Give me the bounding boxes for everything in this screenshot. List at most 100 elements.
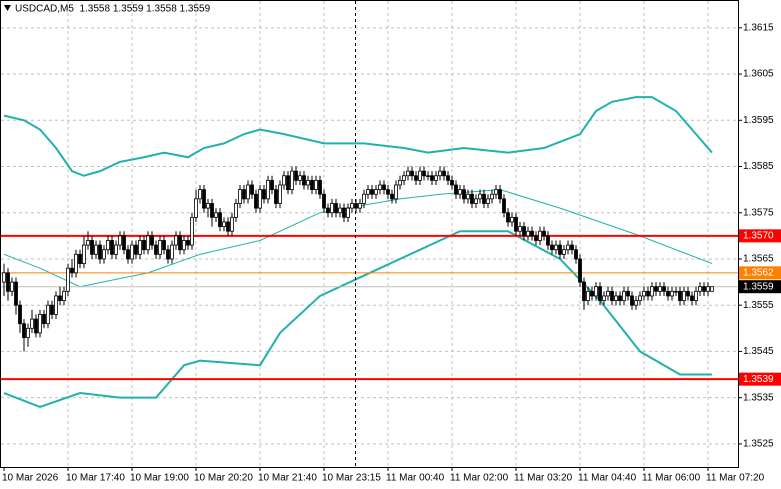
candle-body: [706, 286, 710, 292]
candle-body: [566, 244, 570, 251]
candle-body: [262, 189, 266, 200]
candle-body: [310, 179, 314, 191]
candle-body: [222, 221, 226, 228]
candle-body: [458, 189, 462, 195]
level-label: 1.3570: [743, 230, 774, 241]
candle-body: [30, 318, 34, 329]
candle-body: [82, 244, 86, 264]
candle-body: [210, 203, 214, 218]
candle-body: [86, 240, 90, 246]
candle-body: [254, 193, 258, 209]
candle-body: [194, 198, 198, 218]
y-tick-label: 1.3555: [743, 300, 774, 311]
x-tick-label: 11 Mar 04:40: [578, 473, 637, 484]
candle-body: [654, 286, 658, 292]
candle-body: [402, 175, 406, 181]
candle-body: [250, 184, 254, 195]
candle-body: [682, 290, 686, 301]
candle-body: [238, 189, 242, 204]
candle-body: [90, 240, 94, 255]
candle-body: [142, 240, 146, 251]
candle-body: [414, 175, 418, 181]
candle-body: [130, 244, 134, 260]
candle-body: [670, 290, 674, 297]
candle-body: [610, 290, 614, 301]
candle-body: [186, 240, 190, 246]
candle-body: [386, 189, 390, 195]
candle-body: [218, 212, 222, 228]
candle-body: [666, 290, 670, 297]
candle-body: [602, 295, 606, 301]
candle-body: [574, 249, 578, 260]
candle-body: [570, 244, 574, 251]
candle-body: [198, 189, 202, 200]
candle-body: [6, 272, 10, 292]
candle-body: [562, 249, 566, 255]
candle-body: [174, 235, 178, 246]
y-tick-label: 1.3535: [743, 392, 774, 403]
candle-body: [506, 212, 510, 223]
title-icon: [4, 5, 11, 11]
candle-body: [486, 198, 490, 204]
candle-body: [14, 281, 18, 306]
candle-body: [110, 240, 114, 255]
candle-body: [626, 290, 630, 297]
candle-body: [74, 253, 78, 274]
candle-body: [474, 198, 478, 204]
y-tick-label: 1.3545: [743, 346, 774, 357]
candle-body: [166, 249, 170, 260]
candle-body: [114, 244, 118, 255]
candle-body: [278, 184, 282, 204]
candle-body: [158, 240, 162, 255]
y-tick-label: 1.3595: [743, 115, 774, 126]
candle-body: [674, 290, 678, 293]
level-label: 1.3539: [743, 374, 774, 385]
level-label: 1.3562: [743, 267, 774, 278]
candle-body: [434, 175, 438, 181]
candle-body: [426, 175, 430, 177]
candle-body: [598, 286, 602, 301]
candle-body: [38, 314, 42, 334]
candle-body: [550, 244, 554, 251]
candle-body: [118, 235, 122, 246]
candle-body: [150, 235, 154, 246]
candle-body: [202, 189, 206, 209]
x-tick-label: 10 Mar 2026: [2, 473, 59, 484]
level-label-box: [739, 280, 781, 294]
candle-body: [206, 203, 210, 209]
candle-body: [494, 189, 498, 195]
candle-body: [490, 193, 494, 200]
candle-body: [406, 170, 410, 177]
candle-body: [510, 216, 514, 223]
candle-body: [394, 184, 398, 200]
x-tick-label: 11 Mar 00:40: [386, 473, 445, 484]
candle-body: [702, 286, 706, 292]
candle-body: [634, 300, 638, 306]
candle-body: [622, 290, 626, 301]
candle-body: [258, 189, 262, 209]
candle-body: [690, 295, 694, 301]
candle-body: [450, 179, 454, 186]
candle-body: [410, 170, 414, 177]
candle-body: [378, 184, 382, 191]
candle-body: [290, 170, 294, 191]
candle-body: [314, 179, 318, 191]
candle-body: [330, 203, 334, 214]
candle-body: [70, 267, 74, 274]
candle-body: [478, 193, 482, 200]
candle-body: [710, 286, 714, 292]
candle-body: [342, 207, 346, 218]
x-tick-label: 11 Mar 03:20: [514, 473, 573, 484]
candle-body: [558, 244, 562, 255]
candle-body: [42, 314, 46, 325]
candle-body: [466, 193, 470, 200]
candle-body: [274, 189, 278, 204]
candle-body: [122, 235, 126, 251]
candle-body: [698, 286, 702, 292]
candle-body: [614, 295, 618, 301]
candles: [2, 166, 714, 352]
candle-body: [498, 189, 502, 200]
candle-body: [226, 221, 230, 232]
candle-body: [334, 203, 338, 214]
